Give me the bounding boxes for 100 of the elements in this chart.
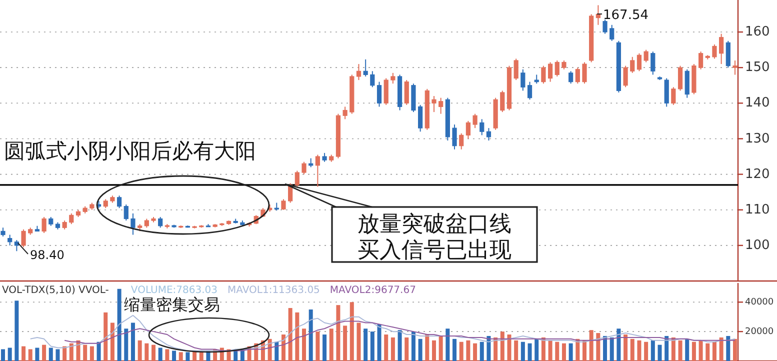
bar [186,352,190,361]
bar [138,340,142,361]
bar [568,343,573,361]
candlestick [630,56,635,74]
bar [172,350,176,361]
bar [390,337,395,361]
chart-title: VOL-TDX(5,10) VVOL- [2,285,110,296]
bar [507,334,512,361]
candlestick [602,19,608,34]
bar [480,342,484,361]
candlestick [363,58,368,77]
y-tick-label: 130 [745,131,770,146]
bar [425,334,430,361]
candlestick [650,51,656,76]
bar [459,342,464,361]
bar [685,338,690,361]
candlestick [302,161,306,175]
candlestick [452,124,457,150]
bar [83,344,88,361]
candlestick [575,67,580,84]
candlestick [158,216,163,228]
candlestick [678,65,683,92]
annotation: VOLUME:7863.03 [130,285,218,296]
text: MAVOL2:9677.67 [330,285,416,296]
y-tick-label: 120 [745,166,770,182]
candlestick [698,51,704,70]
annotation: 167.54 [603,8,648,23]
bar [630,338,634,361]
bar [596,333,600,361]
bar [658,344,662,361]
candlestick [376,81,382,108]
bar [541,337,546,361]
bar [117,288,122,361]
line-series [64,320,736,352]
bar [576,338,580,361]
bar [514,340,518,361]
candlestick [520,68,526,92]
bar [8,348,12,361]
bar [356,322,361,361]
bar [678,340,682,361]
bar [42,344,46,361]
bar [548,340,552,361]
bar [466,340,470,361]
bar [295,312,300,361]
bar [384,334,388,361]
bar [500,332,504,361]
bar [165,349,170,361]
candlestick [644,49,648,63]
candlestick [124,204,128,222]
bar [329,328,334,361]
bar [104,312,108,361]
candlestick [582,62,587,84]
bar [90,346,94,361]
bar [268,338,272,361]
bar [322,334,327,361]
candlestick [8,234,12,246]
bar [411,332,416,361]
candlestick [356,64,362,81]
candlestick [472,113,478,129]
candlestick [69,212,74,225]
y-tick-label: 100 [745,238,770,253]
candlestick [486,128,492,141]
line-series [30,314,736,352]
bar [281,334,286,361]
y-tick-label: 20000 [745,327,774,338]
bar [582,340,586,361]
bar [494,337,498,361]
candlestick [342,106,348,120]
candlestick [548,62,553,82]
bar [274,342,279,361]
bar [671,337,676,361]
candlestick [384,78,388,106]
bar [446,328,450,361]
bar [520,342,525,361]
bar [316,332,320,361]
bar [603,336,608,361]
candlestick [281,198,286,210]
bar [562,343,566,361]
bar [370,332,374,361]
candlestick [514,58,518,81]
annotation: 缩量密集交易 [124,295,220,314]
bar [288,308,292,361]
bar [486,336,491,361]
bar [199,352,204,361]
y-tick-label: 40000 [745,298,774,308]
candlestick [541,65,546,84]
bar [35,348,40,361]
bar [452,338,457,361]
bar [528,343,532,361]
bar [22,346,26,361]
bar [76,340,80,361]
bar [62,346,67,361]
candlestick [664,78,669,108]
bar [733,338,737,361]
candlestick [500,90,505,113]
bar [624,334,628,361]
bar [555,342,560,361]
candlestick [732,60,738,76]
candlestick [42,216,46,234]
bar [404,337,409,361]
